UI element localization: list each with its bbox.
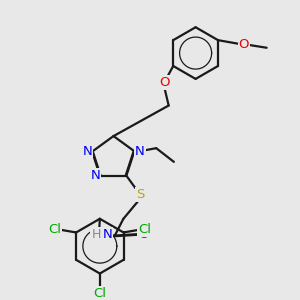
- Text: O: O: [139, 228, 149, 241]
- Text: H: H: [91, 228, 101, 241]
- Text: N: N: [90, 169, 100, 182]
- Text: Cl: Cl: [48, 223, 61, 236]
- Text: O: O: [238, 38, 249, 51]
- Text: N: N: [135, 145, 145, 158]
- Text: N: N: [103, 228, 112, 241]
- Text: O: O: [159, 76, 169, 89]
- Text: Cl: Cl: [138, 223, 151, 236]
- Text: Cl: Cl: [93, 287, 106, 300]
- Text: N: N: [82, 145, 92, 158]
- Text: S: S: [136, 188, 144, 201]
